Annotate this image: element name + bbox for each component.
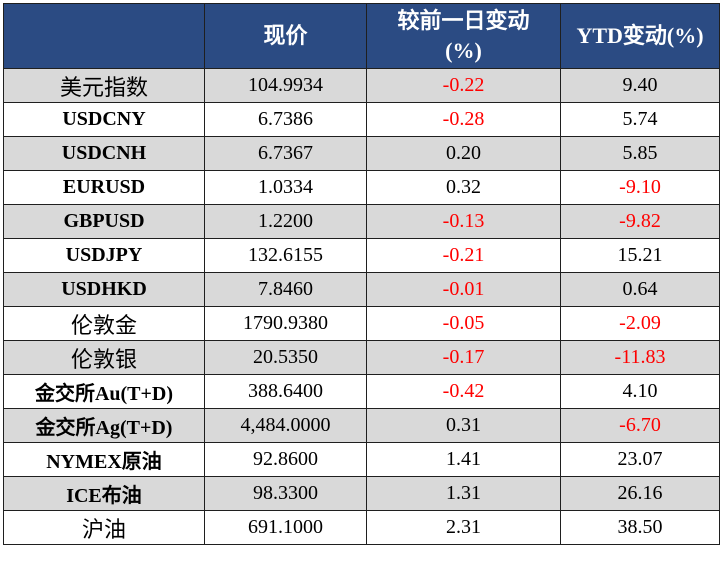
daily-change-cell: -0.21 bbox=[366, 238, 561, 273]
daily-change-cell: 1.31 bbox=[366, 476, 561, 511]
table-row: NYMEX原油 92.8600 1.41 23.07 bbox=[3, 442, 720, 477]
price-cell: 1.0334 bbox=[204, 170, 367, 205]
daily-change-cell: 1.41 bbox=[366, 442, 561, 477]
instrument-name-cell: USDCNY bbox=[3, 102, 205, 137]
table-row: 美元指数 104.9934 -0.22 9.40 bbox=[3, 68, 720, 103]
instrument-name-cell: 沪油 bbox=[3, 510, 205, 545]
ytd-change-cell: 26.16 bbox=[560, 476, 720, 511]
daily-change-cell: -0.01 bbox=[366, 272, 561, 307]
header-daily-change-line1: 较前一日变动 bbox=[397, 8, 530, 33]
table-row: 沪油 691.1000 2.31 38.50 bbox=[3, 510, 720, 545]
ytd-change-cell: 4.10 bbox=[560, 374, 720, 409]
price-cell: 92.8600 bbox=[204, 442, 367, 477]
daily-change-cell: 0.31 bbox=[366, 408, 561, 443]
table-row: USDJPY 132.6155 -0.21 15.21 bbox=[3, 238, 720, 273]
daily-change-cell: 0.32 bbox=[366, 170, 561, 205]
daily-change-cell: 2.31 bbox=[366, 510, 561, 545]
fx-commodity-table: 现价 较前一日变动 (%) YTD变动(%) 美元指数 104.9934 -0.22… bbox=[3, 3, 720, 545]
header-daily-change-line2: (%) bbox=[445, 38, 482, 63]
instrument-name-cell: USDJPY bbox=[3, 238, 205, 273]
ytd-change-cell: 5.74 bbox=[560, 102, 720, 137]
ytd-change-cell: -9.10 bbox=[560, 170, 720, 205]
price-cell: 1.2200 bbox=[204, 204, 367, 239]
ytd-change-cell: 5.85 bbox=[560, 136, 720, 171]
table-row: 金交所Ag(T+D) 4,484.0000 0.31 -6.70 bbox=[3, 408, 720, 443]
price-cell: 691.1000 bbox=[204, 510, 367, 545]
table-row: USDCNY 6.7386 -0.28 5.74 bbox=[3, 102, 720, 137]
ytd-change-cell: 0.64 bbox=[560, 272, 720, 307]
instrument-name-cell: GBPUSD bbox=[3, 204, 205, 239]
daily-change-cell: -0.17 bbox=[366, 340, 561, 375]
instrument-name-cell: 美元指数 bbox=[3, 68, 205, 103]
table-row: USDCNH 6.7367 0.20 5.85 bbox=[3, 136, 720, 171]
fx-commodity-table-container: 现价 较前一日变动 (%) YTD变动(%) 美元指数 104.9934 -0.22… bbox=[3, 3, 720, 545]
table-row: 伦敦金 1790.9380 -0.05 -2.09 bbox=[3, 306, 720, 341]
daily-change-cell: -0.22 bbox=[366, 68, 561, 103]
price-cell: 6.7367 bbox=[204, 136, 367, 171]
instrument-name-cell: 金交所Ag(T+D) bbox=[3, 408, 205, 443]
ytd-change-cell: 38.50 bbox=[560, 510, 720, 545]
price-cell: 388.6400 bbox=[204, 374, 367, 409]
header-price-cell: 现价 bbox=[204, 3, 367, 69]
table-body: 美元指数 104.9934 -0.22 9.40 USDCNY 6.7386 -0.28 5.… bbox=[3, 68, 720, 545]
instrument-name-cell: 伦敦银 bbox=[3, 340, 205, 375]
daily-change-cell: -0.13 bbox=[366, 204, 561, 239]
instrument-name-cell: EURUSD bbox=[3, 170, 205, 205]
ytd-change-cell: 23.07 bbox=[560, 442, 720, 477]
price-cell: 20.5350 bbox=[204, 340, 367, 375]
daily-change-cell: -0.05 bbox=[366, 306, 561, 341]
table-row: GBPUSD 1.2200 -0.13 -9.82 bbox=[3, 204, 720, 239]
instrument-name-cell: 伦敦金 bbox=[3, 306, 205, 341]
table-row: EURUSD 1.0334 0.32 -9.10 bbox=[3, 170, 720, 205]
instrument-name-cell: NYMEX原油 bbox=[3, 442, 205, 477]
instrument-name-cell: 金交所Au(T+D) bbox=[3, 374, 205, 409]
price-cell: 1790.9380 bbox=[204, 306, 367, 341]
price-cell: 7.8460 bbox=[204, 272, 367, 307]
daily-change-cell: -0.28 bbox=[366, 102, 561, 137]
daily-change-cell: -0.42 bbox=[366, 374, 561, 409]
table-row: 金交所Au(T+D) 388.6400 -0.42 4.10 bbox=[3, 374, 720, 409]
instrument-name-cell: ICE布油 bbox=[3, 476, 205, 511]
table-row: USDHKD 7.8460 -0.01 0.64 bbox=[3, 272, 720, 307]
instrument-name-cell: USDHKD bbox=[3, 272, 205, 307]
ytd-change-cell: -2.09 bbox=[560, 306, 720, 341]
ytd-change-cell: -6.70 bbox=[560, 408, 720, 443]
ytd-change-cell: 9.40 bbox=[560, 68, 720, 103]
table-row: ICE布油 98.3300 1.31 26.16 bbox=[3, 476, 720, 511]
header-daily-change-cell: 较前一日变动 (%) bbox=[366, 3, 561, 69]
price-cell: 6.7386 bbox=[204, 102, 367, 137]
ytd-change-cell: -11.83 bbox=[560, 340, 720, 375]
table-row: 伦敦银 20.5350 -0.17 -11.83 bbox=[3, 340, 720, 375]
header-name-cell bbox=[3, 3, 205, 69]
header-ytd-change-cell: YTD变动(%) bbox=[560, 3, 720, 69]
price-cell: 98.3300 bbox=[204, 476, 367, 511]
daily-change-cell: 0.20 bbox=[366, 136, 561, 171]
ytd-change-cell: -9.82 bbox=[560, 204, 720, 239]
instrument-name-cell: USDCNH bbox=[3, 136, 205, 171]
ytd-change-cell: 15.21 bbox=[560, 238, 720, 273]
price-cell: 132.6155 bbox=[204, 238, 367, 273]
price-cell: 104.9934 bbox=[204, 68, 367, 103]
price-cell: 4,484.0000 bbox=[204, 408, 367, 443]
header-row: 现价 较前一日变动 (%) YTD变动(%) bbox=[3, 3, 720, 69]
